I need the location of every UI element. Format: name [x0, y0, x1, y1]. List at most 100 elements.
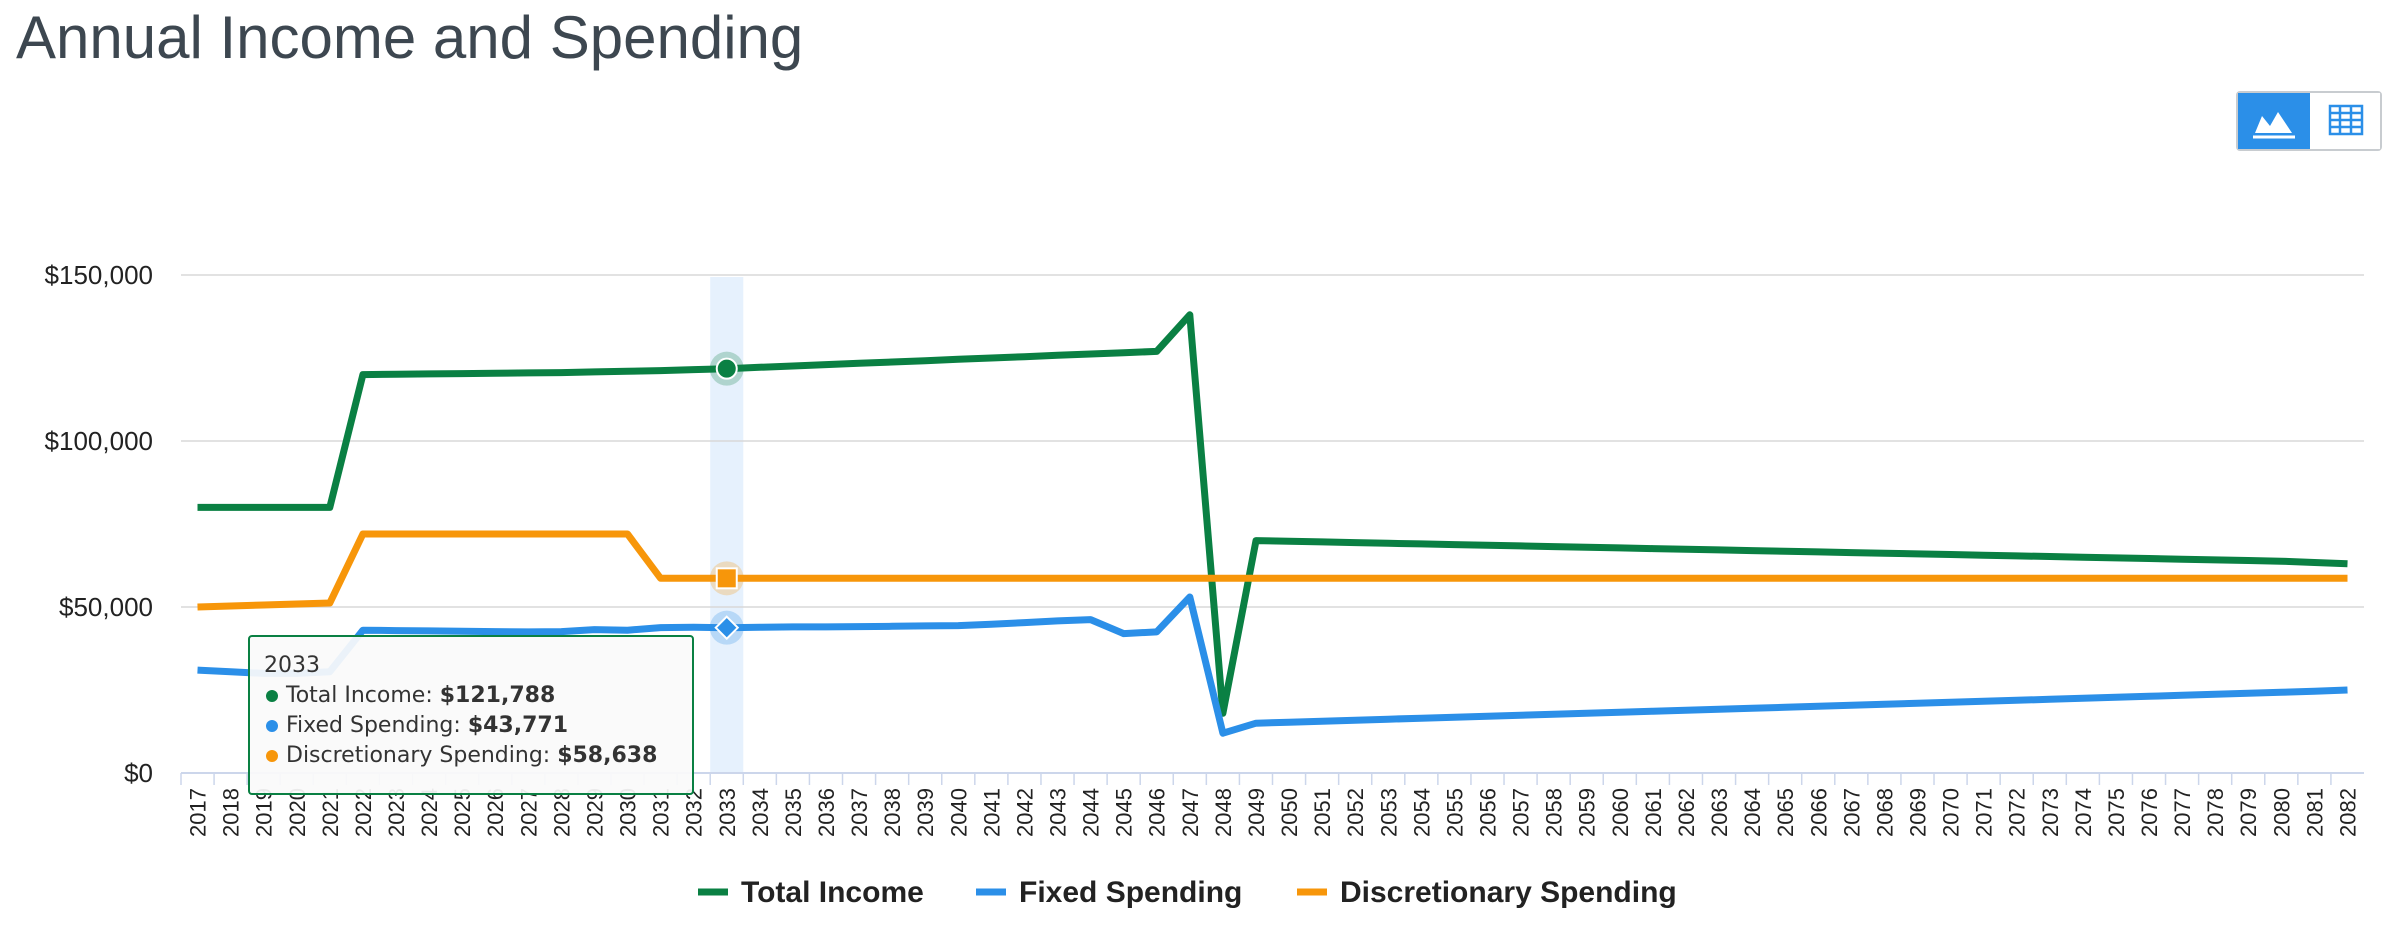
x-tick-label: 2056	[1475, 788, 1500, 837]
x-tick-label: 2050	[1277, 788, 1302, 837]
x-tick-label: 2032	[682, 788, 707, 837]
series-line	[197, 530, 2348, 611]
tooltip-row: Discretionary Spending$58,638	[264, 741, 678, 771]
x-tick-label: 2063	[1707, 788, 1732, 837]
x-tick-label: 2068	[1872, 788, 1897, 837]
x-tick-label: 2025	[450, 788, 475, 837]
x-tick-label: 2080	[2269, 788, 2294, 837]
series-line	[197, 311, 2348, 717]
x-tick-label: 2019	[252, 788, 277, 837]
x-tick-label: 2055	[1442, 788, 1467, 837]
x-tick-label: 2060	[1608, 788, 1633, 837]
x-tick-label: 2018	[219, 788, 244, 837]
tooltip-row: Fixed Spending$43,771	[264, 711, 678, 741]
hover-marker	[714, 615, 740, 641]
x-tick-label: 2020	[285, 788, 310, 837]
x-tick-label: 2042	[1012, 788, 1037, 837]
x-tick-label: 2081	[2302, 788, 2327, 837]
tooltip-name: Discretionary Spending	[286, 741, 557, 771]
x-tick-label: 2034	[748, 788, 773, 837]
x-tick-label: 2026	[483, 788, 508, 837]
x-tick-label: 2038	[880, 788, 905, 837]
x-tick-label: 2061	[1641, 788, 1666, 837]
x-tick-label: 2071	[1972, 788, 1997, 837]
x-tick-label: 2078	[2203, 788, 2228, 837]
x-tick-label: 2054	[1409, 788, 1434, 837]
x-tick-label: 2070	[1939, 788, 1964, 837]
x-tick-label: 2040	[946, 788, 971, 837]
view-toggle	[2236, 91, 2382, 151]
x-tick-label: 2023	[384, 788, 409, 837]
x-tick-label: 2037	[847, 788, 872, 837]
x-tick-label: 2033	[715, 788, 740, 837]
legend-label: Fixed Spending	[1019, 876, 1242, 909]
hover-marker	[715, 567, 738, 590]
x-tick-label: 2021	[318, 788, 343, 837]
y-tick-label: $50,000	[59, 592, 153, 622]
x-tick-label: 2041	[979, 788, 1004, 837]
x-tick-label: 2049	[1244, 788, 1269, 837]
x-tick-label: 2031	[649, 788, 674, 837]
x-tick-label: 2039	[913, 788, 938, 837]
x-tick-label: 2079	[2236, 788, 2261, 837]
x-tick-label: 2072	[2005, 788, 2030, 837]
x-tick-label: 2027	[516, 788, 541, 837]
x-tick-label: 2066	[1806, 788, 1831, 837]
x-tick-label: 2074	[2071, 788, 2096, 837]
legend-label: Total Income	[741, 876, 924, 909]
x-tick-label: 2029	[582, 788, 607, 837]
x-tick-label: 2051	[1310, 788, 1335, 837]
hover-band	[710, 277, 744, 773]
tooltip-value: $121,788	[439, 683, 556, 708]
x-tick-label: 2062	[1674, 788, 1699, 837]
tooltip-value: $43,771	[467, 713, 569, 738]
x-tick-label: 2046	[1145, 788, 1170, 837]
tooltip-row: Total Income$121,788	[264, 681, 678, 711]
x-tick-label: 2030	[616, 788, 641, 837]
x-tick-label: 2043	[1046, 788, 1071, 837]
tooltip-dot	[266, 690, 278, 702]
tooltip-value: $58,638	[557, 743, 658, 768]
x-tick-label: 2069	[1905, 788, 1930, 837]
y-tick-label: $150,000	[45, 260, 153, 290]
y-tick-label: $100,000	[45, 426, 153, 456]
x-tick-label: 2064	[1740, 788, 1765, 837]
x-tick-label: 2052	[1343, 788, 1368, 837]
series-line	[197, 593, 2348, 737]
x-tick-label: 2065	[1773, 788, 1798, 837]
x-tick-label: 2082	[2335, 788, 2360, 837]
hover-marker	[715, 357, 738, 380]
x-tick-label: 2022	[351, 788, 376, 837]
area-icon	[2255, 112, 2292, 133]
chart-title: Annual Income and Spending	[16, 4, 803, 71]
x-tick-label: 2044	[1079, 788, 1104, 837]
tooltip-name: Fixed Spending	[286, 711, 468, 741]
x-tick-label: 2058	[1542, 788, 1567, 837]
legend-label: Discretionary Spending	[1340, 876, 1677, 909]
table-icon	[2328, 104, 2364, 136]
tooltip-dot	[266, 750, 278, 762]
x-tick-label: 2028	[549, 788, 574, 837]
x-tick-label: 2057	[1509, 788, 1534, 837]
x-tick-label: 2036	[814, 788, 839, 837]
x-tick-label: 2053	[1376, 788, 1401, 837]
x-tick-label: 2075	[2104, 788, 2129, 837]
x-tick-label: 2073	[2038, 788, 2063, 837]
y-tick-label: $0	[124, 758, 153, 788]
tooltip-name: Total Income	[286, 681, 440, 711]
x-tick-label: 2048	[1211, 788, 1236, 837]
x-tick-label: 2076	[2137, 788, 2162, 837]
x-tick-label: 2017	[186, 788, 211, 837]
x-tick-label: 2045	[1112, 788, 1137, 837]
x-tick-label: 2067	[1839, 788, 1864, 837]
x-tick-label: 2059	[1575, 788, 1600, 837]
x-tick-label: 2024	[417, 788, 442, 837]
tooltip-dot	[266, 720, 278, 732]
x-tick-label: 2077	[2170, 788, 2195, 837]
x-tick-label: 2035	[781, 788, 806, 837]
x-tick-label: 2047	[1178, 788, 1203, 837]
tooltip-title: 2033	[264, 653, 320, 678]
